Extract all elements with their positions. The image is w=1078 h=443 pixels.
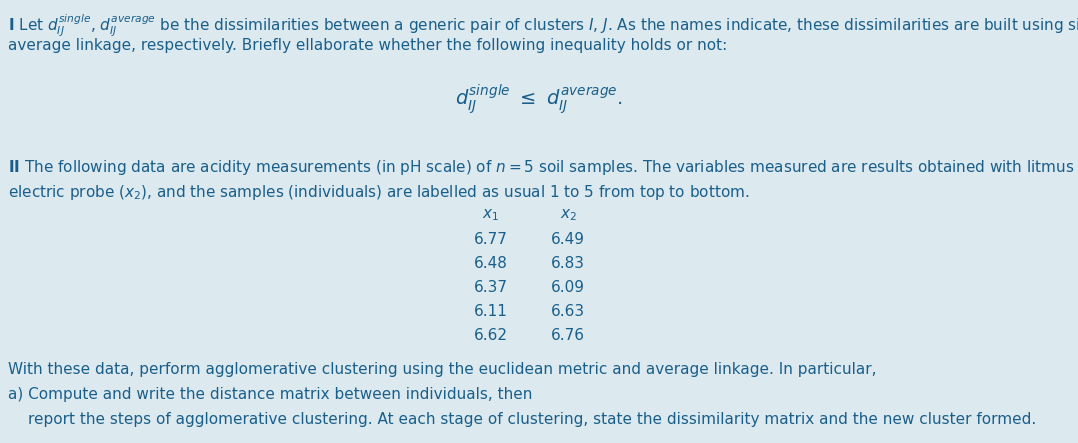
Text: 6.76: 6.76 xyxy=(551,328,585,343)
Text: 6.11: 6.11 xyxy=(473,304,508,319)
Text: $\mathbf{I}$ Let $d_{IJ}^{\mathit{single}}$, $d_{IJ}^{\mathit{average}}$ be the : $\mathbf{I}$ Let $d_{IJ}^{\mathit{single… xyxy=(8,12,1078,39)
Text: $x_1$: $x_1$ xyxy=(482,207,499,223)
Text: electric probe ($x_2$), and the samples (individuals) are labelled as usual 1 to: electric probe ($x_2$), and the samples … xyxy=(8,183,749,202)
Text: With these data, perform agglomerative clustering using the euclidean metric and: With these data, perform agglomerative c… xyxy=(8,362,876,377)
Text: 6.62: 6.62 xyxy=(473,328,508,343)
Text: 6.63: 6.63 xyxy=(551,304,585,319)
Text: 6.83: 6.83 xyxy=(551,256,585,271)
Text: 6.49: 6.49 xyxy=(551,232,585,247)
Text: report the steps of agglomerative clustering. At each stage of clustering, state: report the steps of agglomerative cluste… xyxy=(28,412,1036,427)
Text: average linkage, respectively. Briefly ellaborate whether the following inequali: average linkage, respectively. Briefly e… xyxy=(8,38,728,53)
Text: $d_{IJ}^{\mathit{single}}\ \leq\ d_{IJ}^{\mathit{average}}$.: $d_{IJ}^{\mathit{single}}\ \leq\ d_{IJ}^… xyxy=(455,82,623,116)
Text: 6.37: 6.37 xyxy=(473,280,508,295)
Text: a) Compute and write the distance matrix between individuals, then: a) Compute and write the distance matrix… xyxy=(8,387,533,402)
Text: $\mathbf{II}$ The following data are acidity measurements (in pH scale) of $n = : $\mathbf{II}$ The following data are aci… xyxy=(8,158,1078,177)
Text: $x_2$: $x_2$ xyxy=(559,207,577,223)
Text: 6.48: 6.48 xyxy=(473,256,508,271)
Text: 6.77: 6.77 xyxy=(473,232,508,247)
Text: 6.09: 6.09 xyxy=(551,280,585,295)
